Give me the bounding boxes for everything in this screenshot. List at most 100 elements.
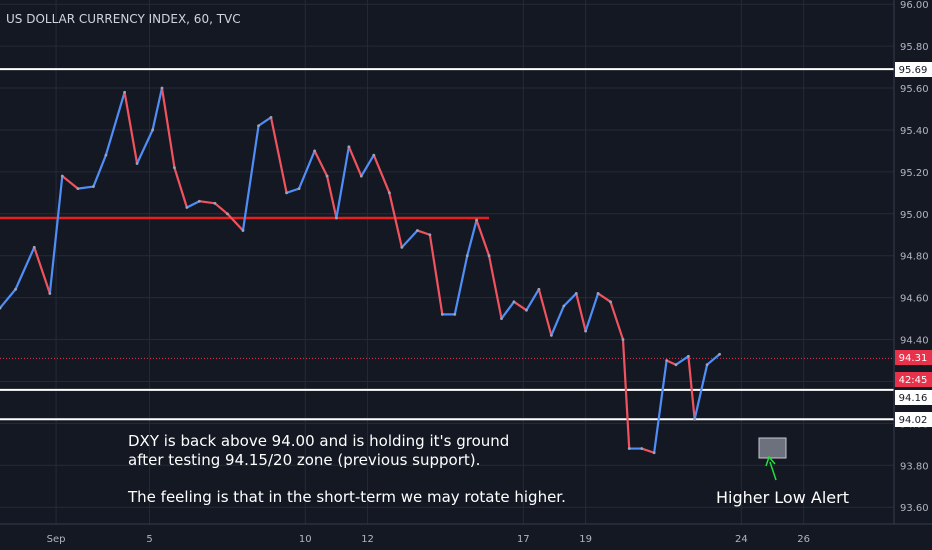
badge-level-high: 95.69 (895, 62, 932, 77)
price-segment (475, 218, 491, 257)
price-segment (14, 246, 36, 291)
annotation-box (758, 437, 787, 481)
x-tick-label: 17 (517, 534, 530, 545)
price-segment (665, 359, 678, 366)
price-point (269, 115, 273, 119)
price-point (313, 149, 317, 153)
price-segment (687, 355, 696, 421)
price-point (627, 447, 631, 450)
price-point (151, 128, 155, 132)
y-tick-label: 95.40 (900, 126, 929, 137)
y-tick-label: 93.60 (900, 503, 929, 514)
price-segment (525, 288, 540, 312)
price-point (173, 166, 176, 170)
price-segment (453, 254, 469, 316)
badge-countdown: 42:45 (895, 372, 932, 387)
price-point (76, 187, 80, 191)
price-segment (285, 187, 301, 194)
price-point (687, 354, 690, 358)
price-segment (640, 447, 656, 454)
price-point (241, 229, 245, 232)
price-segment (487, 254, 503, 320)
price-point (440, 313, 444, 316)
badge-level-mid-bg (895, 390, 932, 405)
price-point (123, 90, 126, 94)
price-point (92, 185, 95, 188)
price-point (487, 254, 491, 258)
price-segment (706, 353, 721, 366)
price-point (475, 218, 478, 222)
price-segment (550, 304, 565, 337)
badge-level-high-bg (895, 62, 932, 77)
price-segment (575, 292, 587, 333)
price-point (104, 153, 108, 157)
price-axis-labels: 96.00 95.80 95.60 95.40 95.20 95.00 94.80 94.60… (900, 0, 929, 514)
price-segment (297, 149, 316, 190)
price-segment (360, 154, 375, 178)
note-line-3: The feeling is that in the short-term we… (127, 488, 566, 506)
price-point (621, 338, 625, 341)
x-tick-label: 24 (735, 534, 748, 545)
higher-low-box (758, 437, 787, 459)
price-point (453, 313, 457, 316)
y-tick-label: 94.40 (900, 336, 929, 347)
y-tick-label: 95.60 (900, 84, 929, 95)
price-segment (335, 145, 350, 220)
price-point (0, 306, 2, 310)
price-point (185, 206, 189, 209)
badge-level-low-text: 94.02 (899, 415, 928, 426)
price-segment (48, 174, 64, 295)
badge-level-mid-text: 94.16 (899, 393, 928, 404)
price-point (60, 174, 64, 178)
price-segment (0, 288, 17, 310)
price-point (14, 287, 17, 291)
price-point (285, 191, 288, 195)
badge-current-price-text: 94.31 (899, 353, 928, 364)
higher-low-label: Higher Low Alert (716, 488, 849, 507)
time-axis-labels: Sep 5 10 12 17 19 24 26 (47, 534, 810, 545)
price-segment (596, 292, 612, 303)
y-tick-label: 93.80 (900, 461, 929, 472)
price-segment (347, 145, 363, 178)
x-tick-label: 26 (797, 534, 810, 545)
price-segment (400, 229, 419, 249)
price-point (372, 153, 376, 157)
price-segment (241, 124, 260, 232)
price-point (135, 162, 139, 165)
horizontal-levels (0, 68, 894, 421)
price-segment (213, 202, 229, 215)
price-point (537, 287, 541, 291)
price-point (325, 174, 329, 178)
y-tick-label: 95.20 (900, 168, 929, 179)
price-point (674, 363, 678, 367)
x-tick-label: 10 (299, 534, 312, 545)
price-point (297, 187, 301, 191)
price-segment (500, 300, 516, 320)
y-tick-label: 94.60 (900, 294, 929, 305)
price-point (359, 174, 363, 178)
price-point (465, 254, 469, 258)
price-point (693, 417, 697, 421)
x-tick-label: 5 (146, 534, 152, 545)
price-segment (104, 91, 126, 157)
price-point (640, 447, 644, 450)
price-point (549, 333, 553, 337)
price-point (197, 199, 201, 203)
price-segment (123, 91, 139, 165)
price-point (416, 229, 419, 232)
badge-countdown-bg (895, 372, 932, 387)
price-segment (257, 116, 273, 127)
price-point (584, 329, 588, 333)
price-segment (185, 200, 201, 209)
badge-current-price: 94.31 (895, 350, 932, 365)
price-segment (173, 166, 188, 209)
badge-current-price-bg (895, 350, 932, 365)
price-segment (693, 363, 709, 421)
price-segment (621, 338, 631, 450)
price-segment (388, 191, 403, 249)
price-segment (325, 174, 338, 220)
price-segment (269, 116, 288, 194)
price-point (347, 145, 351, 149)
price-point (512, 300, 516, 304)
